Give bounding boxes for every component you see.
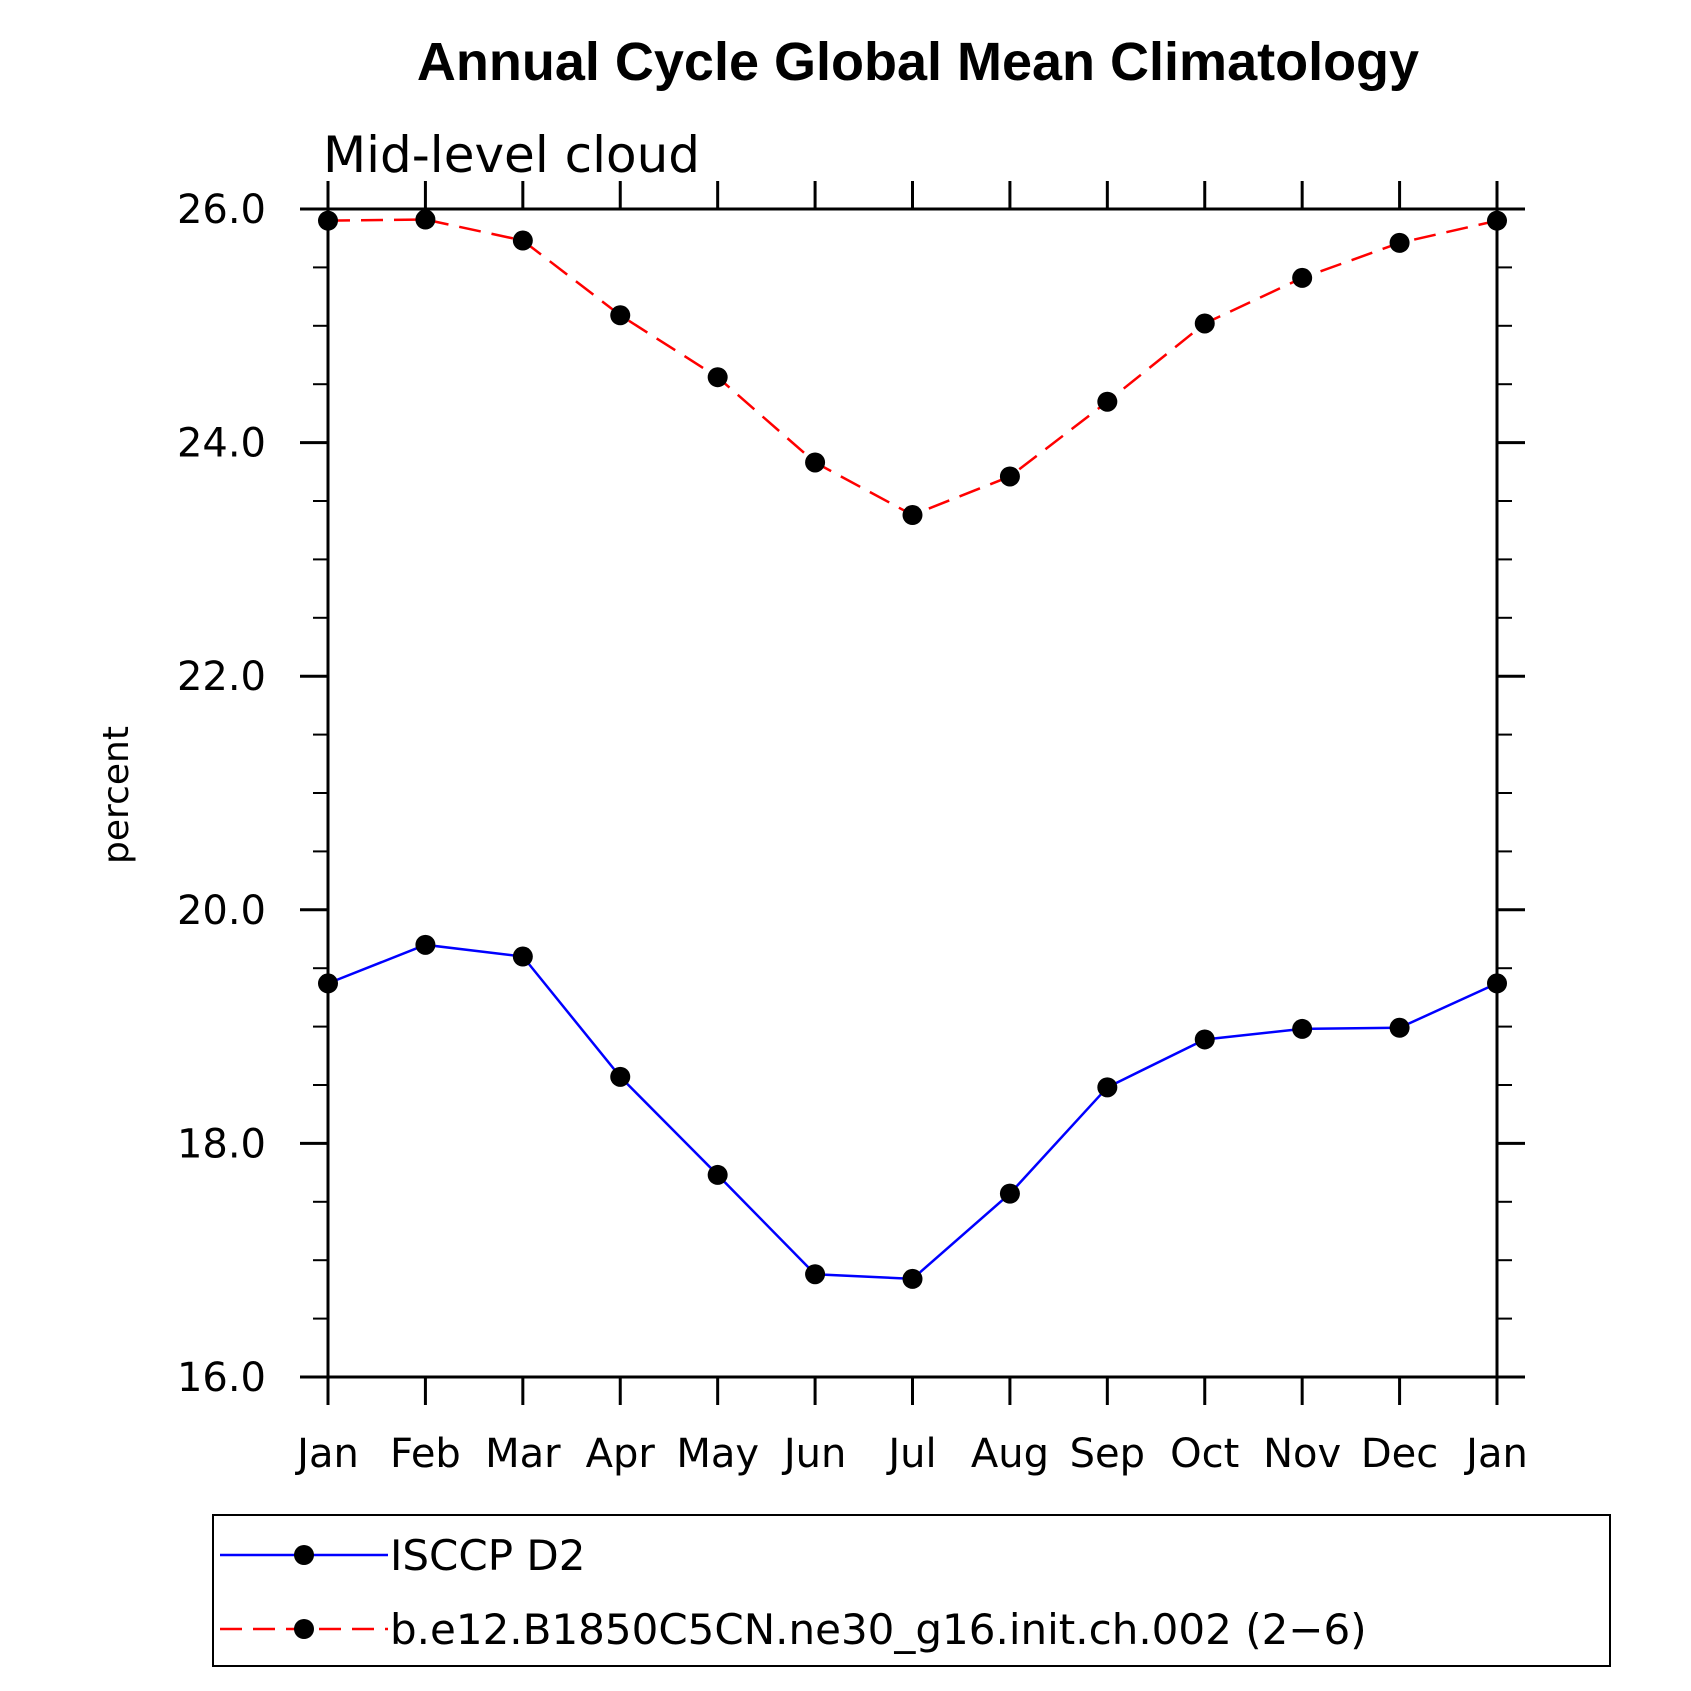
y-tick-label: 20.0 bbox=[177, 888, 266, 934]
legend-box bbox=[212, 1514, 1611, 1667]
series-point bbox=[999, 466, 1020, 487]
y-tick-label: 26.0 bbox=[177, 187, 266, 233]
series-point bbox=[512, 230, 533, 251]
series-point bbox=[1097, 1077, 1118, 1098]
x-tick-label: Dec bbox=[1361, 1431, 1438, 1477]
series-point bbox=[415, 209, 436, 230]
series-point bbox=[707, 367, 728, 388]
x-tick-label: Jan bbox=[1463, 1431, 1528, 1477]
series-point bbox=[1194, 1029, 1215, 1050]
y-tick-label: 24.0 bbox=[177, 421, 266, 467]
x-tick-label: Oct bbox=[1170, 1431, 1239, 1477]
legend-label-0: ISCCP D2 bbox=[390, 1531, 585, 1580]
series-point bbox=[902, 505, 923, 526]
legend: ISCCP D2 b.e12.B1850C5CN.ne30_g16.init.ch… bbox=[212, 1514, 1611, 1667]
x-tick-label: Aug bbox=[971, 1431, 1049, 1477]
series-point bbox=[805, 452, 826, 473]
series-line-1 bbox=[327, 218, 1498, 517]
series-point bbox=[610, 305, 631, 326]
plot-frame bbox=[326, 207, 1499, 1379]
series-point bbox=[999, 1183, 1020, 1204]
y-axis-label: percent bbox=[96, 726, 137, 864]
x-tick-label: Jul bbox=[885, 1431, 936, 1477]
series-line-0 bbox=[327, 943, 1498, 1281]
x-tick-label: Apr bbox=[586, 1431, 656, 1477]
series-point bbox=[512, 946, 533, 967]
chart-subtitle: Mid-level cloud bbox=[323, 126, 700, 184]
series-point bbox=[1292, 1018, 1313, 1039]
series-point bbox=[1194, 313, 1215, 334]
legend-label-1: b.e12.B1850C5CN.ne30_g16.init.ch.002 (2−… bbox=[390, 1605, 1367, 1654]
x-tick-label: Sep bbox=[1070, 1431, 1145, 1477]
x-tick-label: Mar bbox=[485, 1431, 561, 1477]
series-point bbox=[902, 1268, 923, 1289]
series-layer bbox=[318, 209, 1507, 1289]
y-tick-label: 18.0 bbox=[177, 1121, 266, 1167]
series-point bbox=[1389, 232, 1410, 253]
axis-tick-labels: Jan Feb Mar Apr May Jun Jul Aug Sep Oct Nov Dec Jan 1… bbox=[177, 187, 1528, 1477]
x-tick-label: Jun bbox=[781, 1431, 847, 1477]
series-point bbox=[1097, 391, 1118, 412]
axis-ticks bbox=[300, 181, 1525, 1405]
x-tick-label: Feb bbox=[390, 1431, 461, 1477]
series-point bbox=[610, 1066, 631, 1087]
x-tick-label: May bbox=[676, 1431, 759, 1477]
chart-title: Annual Cycle Global Mean Climatology bbox=[417, 32, 1419, 92]
x-tick-label: Nov bbox=[1263, 1431, 1341, 1477]
series-point bbox=[415, 934, 436, 955]
y-tick-label: 22.0 bbox=[177, 654, 266, 700]
series-point bbox=[1292, 267, 1313, 288]
y-tick-label: 16.0 bbox=[177, 1355, 266, 1401]
x-tick-label: Jan bbox=[294, 1431, 359, 1477]
legend-marker-1 bbox=[294, 1619, 314, 1639]
series-point bbox=[707, 1164, 728, 1185]
series-point bbox=[805, 1264, 826, 1285]
legend-marker-0 bbox=[294, 1545, 314, 1565]
series-point bbox=[1389, 1017, 1410, 1038]
